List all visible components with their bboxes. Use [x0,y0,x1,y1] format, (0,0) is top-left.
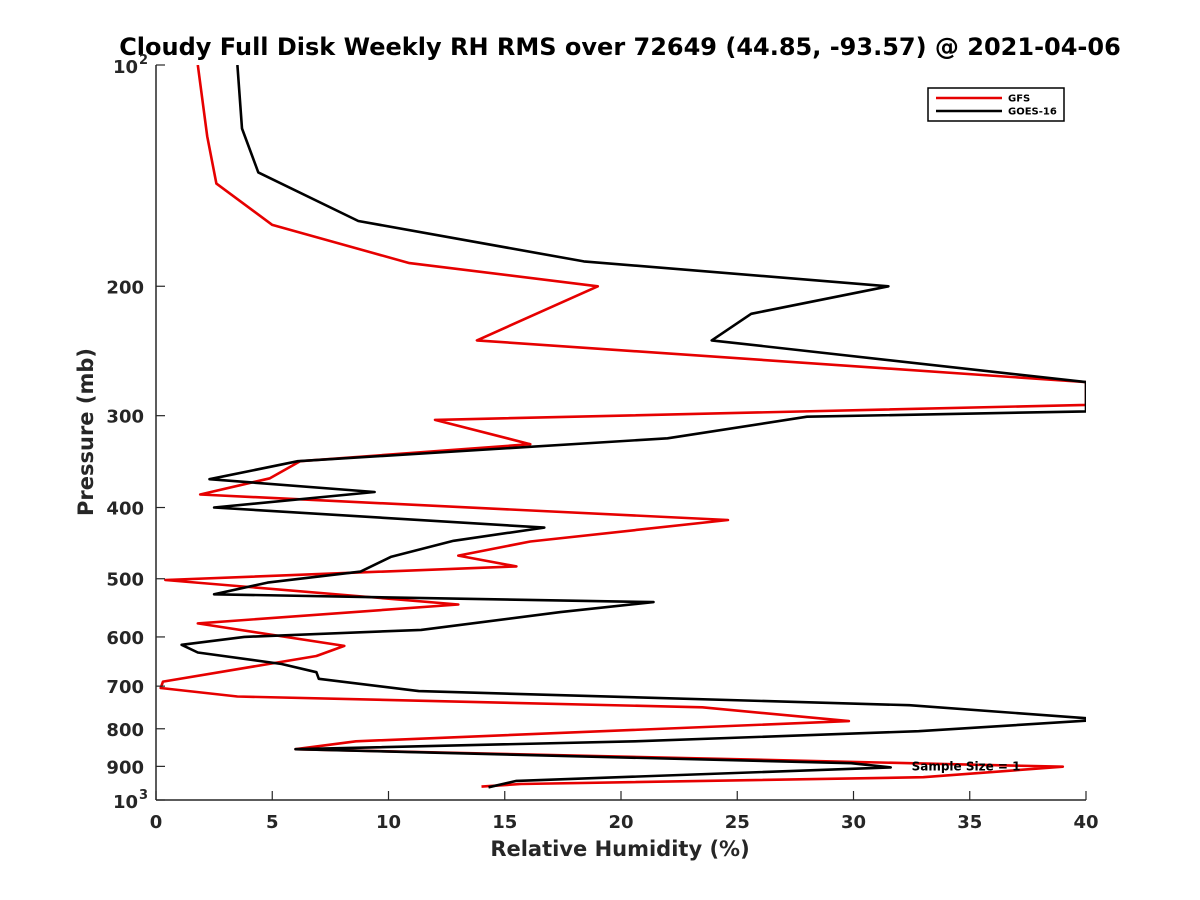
x-tick-label: 10 [376,812,401,833]
series-line-goes16 [180,65,1086,789]
x-tick-label: 40 [1073,812,1098,833]
legend-box [927,87,1065,122]
y-tick-label: 400 [106,499,144,520]
y-tick-label: 800 [106,720,144,741]
x-tick-label: 5 [266,812,279,833]
x-tick-label: 0 [150,812,163,833]
legend-label-goes16: GOES-16 [1008,107,1057,118]
sample-size-annotation: Sample Size = 1 [912,759,1021,773]
plot-area [159,65,1086,789]
x-tick-label: 30 [841,812,866,833]
y-tick-label: 200 [106,277,144,298]
y-tick-label-exponent: 3 [139,788,148,803]
x-tick-label: 35 [957,812,982,833]
series-line-gfs [159,65,1086,788]
y-tick-label: 10 [113,792,138,813]
x-tick-label: 15 [492,812,517,833]
y-tick-label: 10 [113,57,138,78]
y-tick-label: 500 [106,570,144,591]
y-tick-label: 700 [106,677,144,698]
x-tick-label: 20 [608,812,633,833]
chart-title: Cloudy Full Disk Weekly RH RMS over 7264… [119,33,1121,61]
x-axis-label: Relative Humidity (%) [490,837,749,861]
y-tick-label: 300 [106,407,144,428]
y-tick-label: 600 [106,628,144,649]
y-tick-label: 900 [106,757,144,778]
y-tick-label-exponent: 2 [139,53,148,68]
legend: GFS GOES-16 [927,87,1065,122]
x-tick-label: 25 [725,812,750,833]
legend-label-gfs: GFS [1008,94,1030,105]
y-axis-label: Pressure (mb) [74,348,98,516]
